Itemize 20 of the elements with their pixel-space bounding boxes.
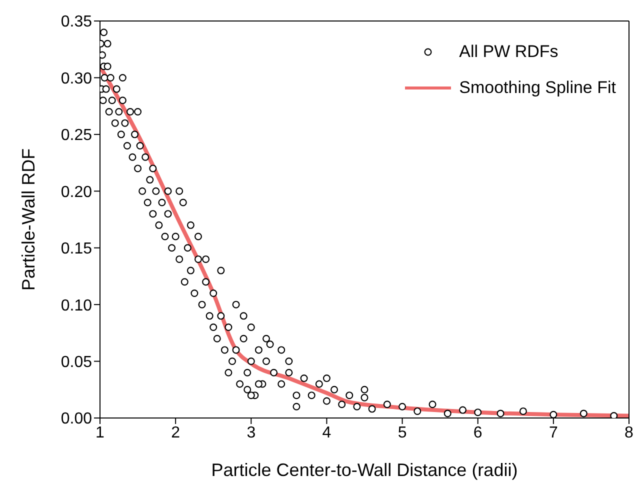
- y-tick-label: 0.00: [60, 410, 92, 428]
- x-axis-title: Particle Center-to-Wall Distance (radii): [211, 460, 518, 480]
- y-tick-label: 0.05: [60, 354, 92, 371]
- x-tick-label: 7: [548, 424, 558, 442]
- x-tick-label: 3: [246, 424, 256, 442]
- y-tick-label: 0.35: [60, 14, 92, 31]
- y-tick-label: 0.25: [60, 127, 92, 144]
- legend-label: All PW RDFs: [459, 42, 558, 62]
- legend-label: Smoothing Spline Fit: [459, 78, 616, 98]
- x-tick-label: 5: [398, 424, 407, 442]
- x-tick-label: 4: [322, 424, 332, 442]
- x-tick-label: 6: [473, 424, 482, 442]
- x-tick-label: 2: [171, 424, 180, 442]
- y-tick-label: 0.15: [60, 240, 92, 258]
- x-tick-label: 1: [96, 424, 105, 442]
- y-tick-label: 0.20: [60, 184, 92, 201]
- y-tick-label: 0.30: [60, 70, 92, 88]
- x-tick-label: 8: [624, 424, 634, 442]
- y-tick-label: 0.10: [60, 297, 92, 314]
- y-axis-title: Particle-Wall RDF: [18, 148, 38, 291]
